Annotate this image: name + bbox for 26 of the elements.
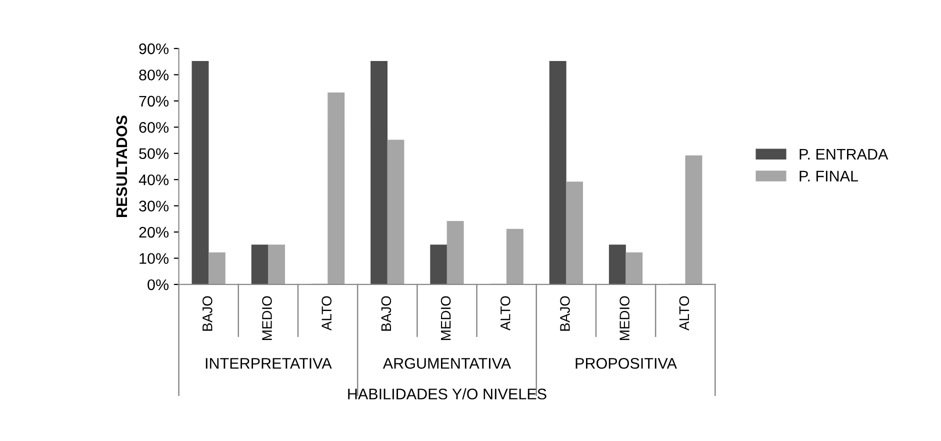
y-tick-label: 50% — [139, 148, 169, 160]
y-tick-label: 30% — [139, 200, 169, 212]
x-tick-label: BAJO — [560, 296, 570, 331]
x-tick-label: MEDIO — [262, 296, 272, 340]
x-tick-label: MEDIO — [440, 296, 451, 340]
y-tick-label: 70% — [139, 96, 169, 107]
x-tick-label: MEDIO — [620, 296, 630, 340]
y-tick-label: 10% — [140, 253, 169, 264]
y-axis-title: RESULTADOS — [116, 116, 128, 217]
x-tick-label: BAJO — [202, 296, 212, 331]
y-tick-label: 90% — [139, 43, 169, 54]
x-axis-title: HABILIDADES Y/O NIVELES — [348, 388, 546, 400]
x-tick-label: ALTO — [679, 296, 690, 331]
legend-label: P. FINAL — [800, 170, 858, 182]
text: PROPOSITIVA — [576, 358, 677, 369]
text: ARGUMENTATIVA — [382, 358, 512, 369]
legend-label: P. ENTRADA — [800, 148, 888, 160]
y-tick-label: 60% — [139, 122, 169, 133]
x-tick-label: BAJO — [381, 296, 392, 331]
y-tick-label: 40% — [138, 174, 169, 186]
y-tick-label: 80% — [139, 70, 169, 80]
x-tick-label: ALTO — [500, 296, 510, 331]
x-tick-label: ALTO — [322, 296, 332, 331]
y-tick-label: 20% — [139, 226, 169, 238]
text: INTERPRETATIVA — [206, 358, 332, 369]
y-tick-label: 0% — [148, 279, 169, 290]
